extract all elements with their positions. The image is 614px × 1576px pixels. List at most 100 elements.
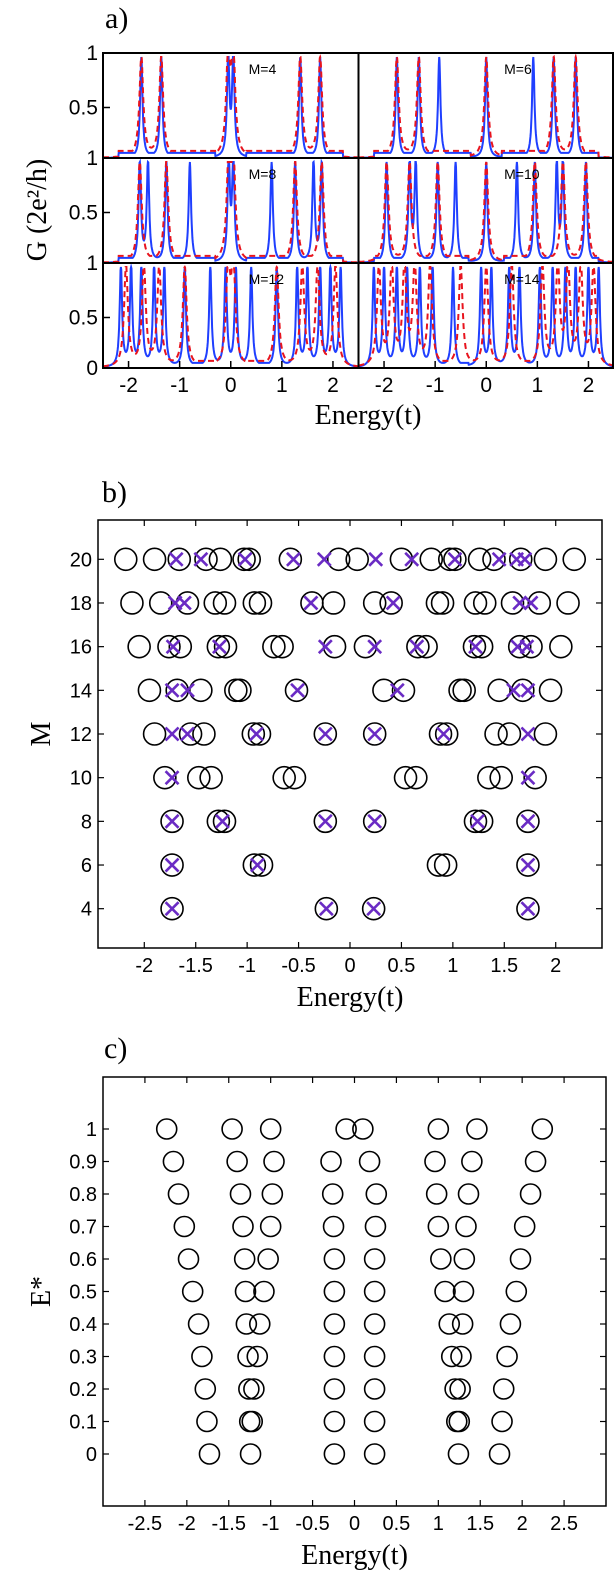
data-point-circle: [127, 634, 151, 659]
data-point-cross: [520, 901, 536, 917]
data-point-circle: [234, 1280, 257, 1303]
data-point-cross: [164, 682, 180, 698]
data-point-circle: [323, 1248, 346, 1270]
data-point-circle: [362, 809, 387, 834]
data-point-cross: [368, 551, 384, 567]
y-tick-label: 0.3: [69, 1347, 97, 1369]
data-point-circle: [323, 1345, 346, 1368]
data-point-circle: [239, 1443, 262, 1465]
data-point-circle: [451, 1313, 474, 1335]
data-point-circle: [196, 1410, 218, 1433]
data-point-cross: [520, 813, 536, 829]
data-point-cross: [317, 726, 333, 742]
data-point-cross: [237, 551, 253, 567]
data-point-circle: [198, 1443, 221, 1465]
subplot-label: M=4: [249, 61, 277, 77]
plot-frame: [102, 1076, 607, 1507]
y-tick-label: 1: [86, 252, 98, 275]
data-point-circle: [194, 547, 218, 572]
data-point-circle: [549, 634, 573, 659]
data-point-circle: [241, 722, 266, 746]
data-point-circle: [241, 1410, 264, 1433]
data-point-circle: [363, 1248, 386, 1270]
data-point-circle: [419, 547, 444, 572]
data-point-circle: [313, 722, 338, 746]
data-point-circle: [363, 1313, 386, 1335]
data-point-circle: [463, 809, 488, 834]
data-point-circle: [160, 853, 184, 877]
x-tick-label: 0: [480, 374, 492, 397]
data-point-circle: [372, 678, 396, 703]
data-point-circle: [189, 678, 213, 703]
x-tick-label: 1: [276, 374, 288, 397]
data-point-circle: [352, 1118, 374, 1140]
y-tick-label: 4: [81, 899, 92, 921]
data-point-cross: [164, 857, 180, 873]
data-point-cross: [164, 813, 180, 829]
data-point-circle: [447, 1443, 470, 1465]
data-point-circle: [424, 1150, 446, 1173]
data-point-circle: [469, 809, 494, 834]
data-point-circle: [404, 765, 428, 790]
data-point-circle: [221, 1118, 243, 1140]
data-point-circle: [406, 634, 430, 659]
subplot-m-12: M=12: [103, 263, 359, 368]
x-axis-title: Energy(t): [301, 1540, 408, 1571]
data-point-circle: [379, 591, 403, 615]
data-point-circle: [434, 722, 459, 746]
x-tick-label: 1.5: [466, 1513, 494, 1535]
x-tick-label: -1: [426, 374, 445, 397]
panel-b-label: b): [102, 476, 127, 509]
data-point-circle: [496, 1345, 518, 1368]
data-point-cross: [164, 770, 180, 786]
series-solid-line: [103, 56, 359, 158]
x-tick-label: 2: [327, 374, 339, 397]
x-tick-label: 2: [583, 374, 595, 397]
data-point-circle: [208, 547, 233, 572]
data-point-circle: [362, 722, 387, 746]
x-tick-label: 2.5: [550, 1513, 578, 1535]
chart-b: -2 -1.5 -1 -0.5 0 0.5 1 1.5 2 4 6 8 10 12 14 16 18 20 Ener…: [26, 519, 603, 1013]
data-point-circle: [497, 722, 522, 746]
data-point-circle: [363, 1378, 386, 1400]
data-point-circle: [335, 1118, 357, 1140]
data-point-circle: [206, 634, 231, 659]
data-point-circle: [389, 547, 414, 572]
data-point-circle: [516, 809, 540, 834]
x-tick-label: -0.5: [281, 955, 315, 977]
data-point-cross: [519, 639, 535, 655]
data-point-circle: [173, 1215, 196, 1238]
series-dashed-line: [358, 158, 614, 263]
x-tick-label: 1.5: [490, 955, 518, 977]
series-dashed-line: [358, 53, 614, 158]
data-point-cross: [248, 726, 264, 742]
data-point-circle: [160, 809, 184, 834]
data-point-circle: [320, 1150, 342, 1173]
x-tick-label: -2.5: [128, 1513, 162, 1535]
x-tick-label: -2: [375, 374, 394, 397]
x-tick-label: 0.5: [383, 1513, 411, 1535]
data-point-circle: [472, 591, 497, 615]
data-point-circle: [519, 634, 543, 659]
data-point-circle: [242, 853, 267, 877]
y-tick-label: 0.9: [69, 1152, 97, 1174]
data-point-circle: [157, 634, 181, 659]
data-point-circle: [362, 591, 387, 615]
data-point-circle: [443, 547, 467, 572]
data-point-circle: [237, 547, 261, 572]
data-point-circle: [232, 547, 256, 572]
data-point-circle: [492, 1378, 515, 1400]
data-point-circle: [249, 853, 274, 877]
data-point-circle: [448, 678, 472, 703]
data-point-cross: [385, 595, 401, 611]
x-tick-label: -2: [178, 1513, 196, 1535]
y-tick-label: 14: [70, 680, 92, 702]
data-point-circle: [257, 1248, 279, 1270]
data-point-circle: [533, 547, 558, 572]
data-point-circle: [261, 1183, 284, 1205]
data-point-circle: [484, 722, 508, 746]
data-point-circle: [538, 678, 563, 703]
subplot-m-4: M=4: [103, 54, 359, 158]
data-point-circle: [272, 765, 296, 790]
data-point-cross: [215, 813, 230, 829]
